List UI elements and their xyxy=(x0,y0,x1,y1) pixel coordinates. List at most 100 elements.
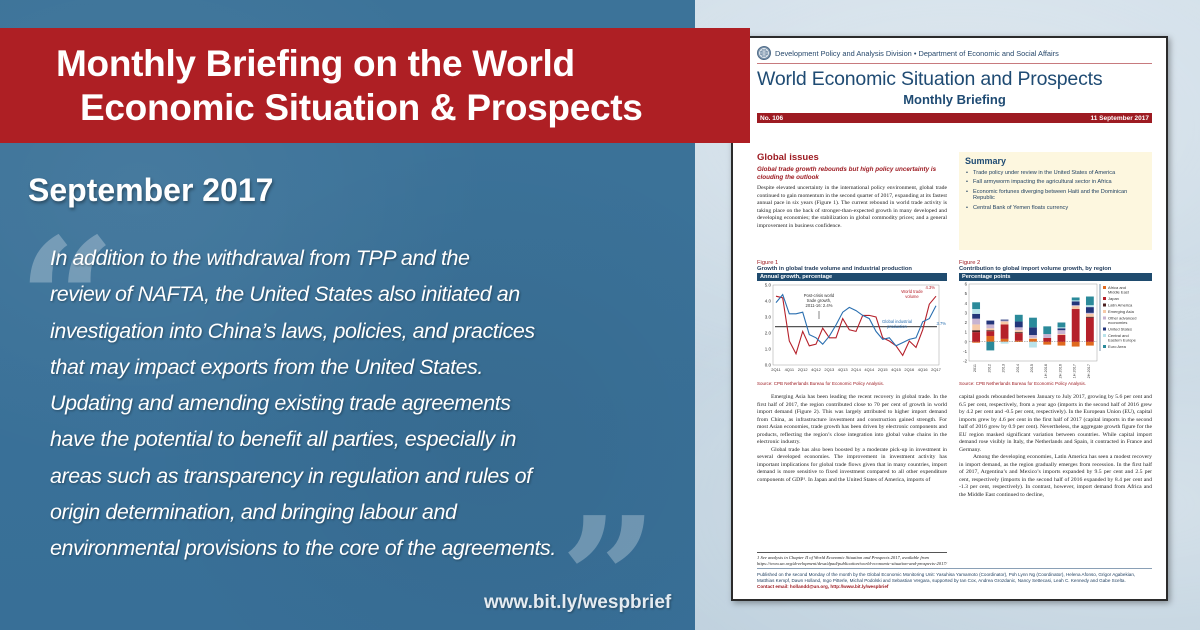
svg-text:4.0: 4.0 xyxy=(765,299,772,304)
section-subtitle: Global trade growth rebounds but high po… xyxy=(757,166,937,181)
svg-text:2Q12: 2Q12 xyxy=(798,367,809,372)
department-text: Development Policy and Analysis Division… xyxy=(775,48,1059,58)
body-paragraph: Among the developing economies, Latin Am… xyxy=(959,454,1152,498)
department-line: Development Policy and Analysis Division… xyxy=(757,46,1152,64)
body-paragraph: Emerging Asia has been leading the recen… xyxy=(757,394,947,445)
quote-line: environmental provisions to the core of … xyxy=(50,536,556,561)
svg-text:0: 0 xyxy=(965,339,968,344)
figure-2: Figure 2 Contribution to global import v… xyxy=(959,260,1152,386)
summary-list: Trade policy under review in the United … xyxy=(965,170,1146,211)
svg-text:2Q13: 2Q13 xyxy=(824,367,835,372)
figure-2-title: Contribution to global import volume gro… xyxy=(959,266,1112,272)
quote-line: origin determination, and bringing labou… xyxy=(50,500,457,525)
svg-text:2011-16: 2.4%: 2011-16: 2.4% xyxy=(806,303,833,308)
svg-text:4.3%: 4.3% xyxy=(925,285,935,290)
right-body: capital goods rebounded between January … xyxy=(959,394,1152,499)
briefing-url-link[interactable]: www.bit.ly/wespbrief xyxy=(484,592,672,613)
quote-line: In addition to the withdrawal from TPP a… xyxy=(50,246,470,270)
svg-text:5.0: 5.0 xyxy=(765,283,772,288)
figure-2-source: Source: CPB Netherlands Bureau for Econo… xyxy=(959,381,1087,386)
document-subtitle: Monthly Briefing xyxy=(903,92,1006,107)
svg-text:Post-crisis world: Post-crisis world xyxy=(804,293,835,298)
svg-text:Global industrial: Global industrial xyxy=(882,319,912,324)
svg-text:economies: economies xyxy=(1108,320,1127,325)
document-title: World Economic Situation and Prospects xyxy=(757,68,1103,90)
summary-item: Fall armyworm impacting the agricultural… xyxy=(965,179,1146,186)
figure-2-subtitle: Percentage points xyxy=(959,273,1152,281)
svg-text:2Q17: 2Q17 xyxy=(931,367,942,372)
svg-text:5: 5 xyxy=(965,291,968,296)
banner-title-line-1: Monthly Briefing on the World xyxy=(56,42,575,84)
figure-1-source: Source: CPB Netherlands Bureau for Econo… xyxy=(757,381,885,386)
title-banner: Monthly Briefing on the World Economic S… xyxy=(0,28,750,143)
svg-text:0.0: 0.0 xyxy=(765,363,772,368)
svg-text:1H 2016: 1H 2016 xyxy=(1044,364,1048,378)
left-body: Emerging Asia has been leading the recen… xyxy=(757,394,947,484)
svg-text:United States: United States xyxy=(1108,327,1132,332)
footer-credits: Published on the second Monday of the mo… xyxy=(757,572,1136,583)
svg-text:2: 2 xyxy=(965,320,968,325)
quote-line: that may impact exports from the United … xyxy=(50,354,483,379)
quote-line: review of NAFTA, the United States also … xyxy=(50,282,520,307)
svg-text:4: 4 xyxy=(965,301,968,306)
figure-2-label: Figure 2 xyxy=(959,260,981,266)
footnote: 1 See analysis in Chapter II of World Ec… xyxy=(757,552,947,566)
summary-box: Summary Trade policy under review in the… xyxy=(959,152,1152,250)
svg-text:2014: 2014 xyxy=(1016,364,1020,372)
figure-1-label: Figure 1 xyxy=(757,260,779,266)
svg-text:2015: 2015 xyxy=(1030,364,1034,372)
svg-text:2011: 2011 xyxy=(973,364,977,372)
issue-bar: No. 106 11 September 2017 xyxy=(757,113,1152,123)
banner-title-line-2: Economic Situation & Prospects xyxy=(80,86,643,128)
svg-text:2012: 2012 xyxy=(987,364,991,372)
quote-line: investigation into China’s laws, policie… xyxy=(50,318,535,343)
svg-text:3.0: 3.0 xyxy=(765,315,772,320)
body-paragraph: Global trade has also been boosted by a … xyxy=(757,446,947,483)
svg-text:4Q14: 4Q14 xyxy=(864,367,875,372)
svg-text:Central and: Central and xyxy=(1108,333,1129,338)
svg-text:4Q12: 4Q12 xyxy=(811,367,822,372)
svg-text:4Q16: 4Q16 xyxy=(918,367,929,372)
svg-text:2013: 2013 xyxy=(1002,364,1006,372)
svg-text:1.0: 1.0 xyxy=(765,347,772,352)
body-paragraph: capital goods rebounded between January … xyxy=(959,394,1152,453)
svg-text:production: production xyxy=(887,324,907,329)
summary-item: Trade policy under review in the United … xyxy=(965,170,1146,177)
svg-text:1: 1 xyxy=(965,330,968,335)
figure-1-subtitle: Annual growth, percentage xyxy=(757,273,947,281)
document-footer: Published on the second Monday of the mo… xyxy=(757,568,1152,589)
summary-item: Economic fortunes diverging between Hait… xyxy=(965,189,1146,203)
footer-contact[interactable]: Contact email: hollandd@un.org, http://w… xyxy=(757,583,889,589)
quote-line: Updating and amending existing trade agr… xyxy=(50,391,511,416)
svg-text:3: 3 xyxy=(965,310,968,315)
summary-title: Summary xyxy=(965,156,1007,166)
quote-line: areas such as transparency in regulation… xyxy=(50,463,532,488)
svg-text:2.0: 2.0 xyxy=(765,331,772,336)
svg-text:Eastern Europe: Eastern Europe xyxy=(1108,338,1137,343)
right-column: Summary Trade policy under review in the… xyxy=(959,152,1152,250)
svg-text:2Q14: 2Q14 xyxy=(851,367,862,372)
figure-2-stacked-bar-chart: -2 -1 0 1 2 3 4 5 6 2011 2012 2013 2014 2015 1H 2016 2H… xyxy=(963,282,1137,379)
briefing-document-preview: Development Policy and Analysis Division… xyxy=(731,36,1168,601)
svg-text:2Q16: 2Q16 xyxy=(904,367,915,372)
svg-text:volume: volume xyxy=(905,294,919,299)
svg-text:-1: -1 xyxy=(963,349,967,354)
summary-item: Central Bank of Yemen floats currency xyxy=(965,205,1146,212)
right-double-quote-icon: ” xyxy=(560,480,658,630)
svg-text:4Q13: 4Q13 xyxy=(838,367,849,372)
svg-text:2H 2017: 2H 2017 xyxy=(1087,364,1091,378)
svg-text:-2: -2 xyxy=(963,359,967,364)
svg-text:Euro Area: Euro Area xyxy=(1108,344,1127,349)
svg-text:World trade: World trade xyxy=(901,289,923,294)
svg-text:2Q11: 2Q11 xyxy=(771,367,781,372)
svg-text:Other advanced: Other advanced xyxy=(1108,316,1136,321)
svg-text:2H 2016: 2H 2016 xyxy=(1058,364,1062,378)
svg-text:trade growth,: trade growth, xyxy=(807,298,831,303)
svg-text:1H 2017: 1H 2017 xyxy=(1073,364,1077,378)
svg-text:4Q15: 4Q15 xyxy=(891,367,902,372)
left-double-quote-icon: “ xyxy=(18,201,116,401)
issue-number: No. 106 xyxy=(760,114,784,122)
svg-text:Emerging Asia: Emerging Asia xyxy=(1108,309,1135,314)
svg-text:Latin America: Latin America xyxy=(1108,303,1133,308)
svg-text:6: 6 xyxy=(965,282,968,287)
